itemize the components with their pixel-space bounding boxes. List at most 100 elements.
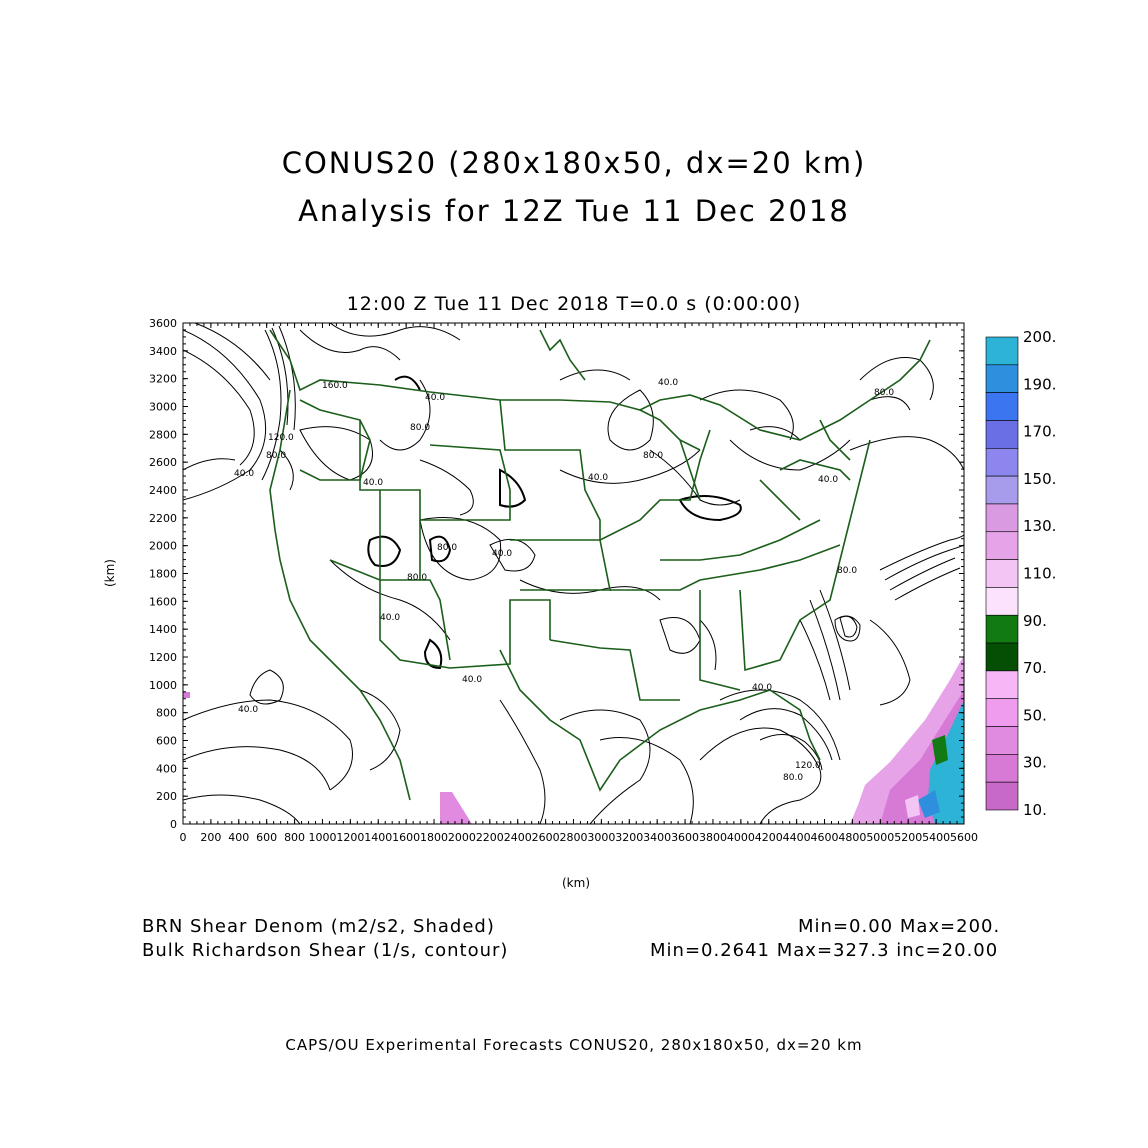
shaded-field-name: BRN Shear Denom (m2/s2, Shaded): [142, 916, 495, 937]
colorbar-segment: [985, 587, 1019, 616]
axis-ticks: [182, 322, 965, 825]
y-tick-label: 1600: [149, 595, 177, 608]
colorbar: [985, 336, 1019, 811]
colorbar-label: 150.: [1023, 470, 1056, 488]
colorbar-label: 110.: [1023, 565, 1056, 583]
contour-field-name: Bulk Richardson Shear (1/s, contour): [142, 940, 509, 961]
map-plot: 40.0 40.0 80.0 120.0 160.0 40.0 80.0 40.…: [149, 317, 1056, 844]
colorbar-segment: [985, 336, 1019, 366]
colorbar-segment: [985, 364, 1019, 393]
x-tick-label: 4800: [838, 831, 866, 844]
plot-area: 40.0 40.0 80.0 120.0 160.0 40.0 80.0 40.…: [183, 323, 964, 824]
colorbar-label: 170.: [1023, 423, 1056, 441]
colorbar-label: 70.: [1023, 659, 1047, 677]
y-tick-label: 2600: [149, 456, 177, 469]
colorbar-segment: [985, 420, 1019, 449]
x-tick-label: 4200: [755, 831, 783, 844]
colorbar-label: 130.: [1023, 517, 1056, 535]
contour-label: 120.0: [795, 761, 821, 771]
x-tick-label: 5000: [866, 831, 894, 844]
contour-label: 40.0: [492, 549, 512, 559]
x-tick-label: 4400: [783, 831, 811, 844]
y-tick-label: 3000: [149, 401, 177, 414]
x-tick-label: 5600: [950, 831, 978, 844]
x-tick-labels: 0 200 400 600 800 1000 1200 1400 1600 1800 2000 220…: [180, 831, 979, 844]
colorbar-segment: [985, 475, 1019, 505]
x-tick-label: 2800: [560, 831, 588, 844]
y-tick-labels: 0 200 400 600 800 1000 1200 1400 1600 1800 2000 220…: [149, 317, 177, 831]
y-tick-label: 2000: [149, 540, 177, 553]
x-tick-label: 200: [200, 831, 221, 844]
contour-field-range: Min=0.2641 Max=327.3 inc=20.00: [650, 940, 999, 961]
x-tick-label: 5400: [922, 831, 950, 844]
colorbar-labels: 200. 190. 170. 150. 130. 110. 90. 70. 50. 30. 10.: [1023, 328, 1056, 819]
y-tick-label: 3400: [149, 345, 177, 358]
title-line-2: Analysis for 12Z Tue 11 Dec 2018: [298, 194, 850, 228]
y-tick-label: 3600: [149, 317, 177, 330]
contour-label-group: 40.0 40.0 80.0 120.0 160.0 40.0 80.0 40.…: [234, 378, 894, 783]
x-tick-label: 1200: [336, 831, 364, 844]
footer-credit: CAPS/OU Experimental Forecasts CONUS20, …: [285, 1036, 863, 1054]
contour-label: 40.0: [818, 475, 838, 485]
contour-label: 80.0: [410, 423, 430, 433]
x-tick-label: 1800: [420, 831, 448, 844]
x-tick-label: 1600: [392, 831, 420, 844]
colorbar-label: 50.: [1023, 706, 1047, 724]
y-tick-label: 1400: [149, 623, 177, 636]
y-tick-label: 600: [156, 735, 177, 748]
contour-label: 80.0: [437, 543, 457, 553]
contour-label: 40.0: [234, 469, 254, 479]
colorbar-segment: [985, 642, 1019, 672]
colorbar-segment: [985, 447, 1019, 477]
state-boundaries: [269, 329, 931, 801]
colorbar-label: 90.: [1023, 612, 1047, 630]
contour-label: 40.0: [588, 473, 608, 483]
y-tick-label: 200: [156, 790, 177, 803]
contour-label: 120.0: [268, 433, 294, 443]
colorbar-segment: [985, 392, 1019, 421]
x-tick-label: 5200: [894, 831, 922, 844]
colorbar-segment: [985, 614, 1019, 644]
colorbar-segment: [985, 698, 1019, 727]
x-tick-label: 0: [180, 831, 187, 844]
contour-label: 80.0: [783, 773, 803, 783]
colorbar-segment: [985, 503, 1019, 533]
contour-label: 80.0: [874, 388, 894, 398]
x-tick-label: 2000: [448, 831, 476, 844]
contour-label: 80.0: [266, 451, 286, 461]
x-axis-label: (km): [562, 876, 591, 890]
colorbar-label: 190.: [1023, 375, 1056, 393]
contour-label: 40.0: [363, 478, 383, 488]
y-tick-label: 400: [156, 762, 177, 775]
y-tick-label: 800: [156, 707, 177, 720]
y-tick-label: 1000: [149, 679, 177, 692]
x-tick-label: 1000: [308, 831, 336, 844]
colorbar-segment: [985, 781, 1019, 811]
x-tick-label: 2600: [532, 831, 560, 844]
colorbar-label: 30.: [1023, 754, 1047, 772]
colorbar-segment: [985, 726, 1019, 755]
colorbar-segment: [985, 670, 1019, 700]
y-tick-label: 0: [170, 818, 177, 831]
contour-label: 40.0: [658, 378, 678, 388]
y-tick-label: 2800: [149, 428, 177, 441]
x-tick-label: 2200: [476, 831, 504, 844]
x-tick-label: 1400: [364, 831, 392, 844]
colorbar-segment: [985, 559, 1019, 588]
contour-label: 40.0: [425, 393, 445, 403]
title-line-1: CONUS20 (280x180x50, dx=20 km): [281, 146, 867, 180]
x-tick-label: 3800: [699, 831, 727, 844]
contour-label: 40.0: [752, 683, 772, 693]
contour-label: 160.0: [322, 381, 348, 391]
y-tick-label: 1800: [149, 568, 177, 581]
y-tick-label: 3200: [149, 373, 177, 386]
x-tick-label: 400: [228, 831, 249, 844]
x-tick-label: 600: [256, 831, 277, 844]
y-tick-label: 1200: [149, 651, 177, 664]
x-tick-label: 2400: [504, 831, 532, 844]
y-tick-label: 2200: [149, 512, 177, 525]
colorbar-label: 200.: [1023, 328, 1056, 346]
shaded-field: [183, 655, 964, 824]
colorbar-segment: [985, 531, 1019, 560]
contour-label: 40.0: [238, 705, 258, 715]
